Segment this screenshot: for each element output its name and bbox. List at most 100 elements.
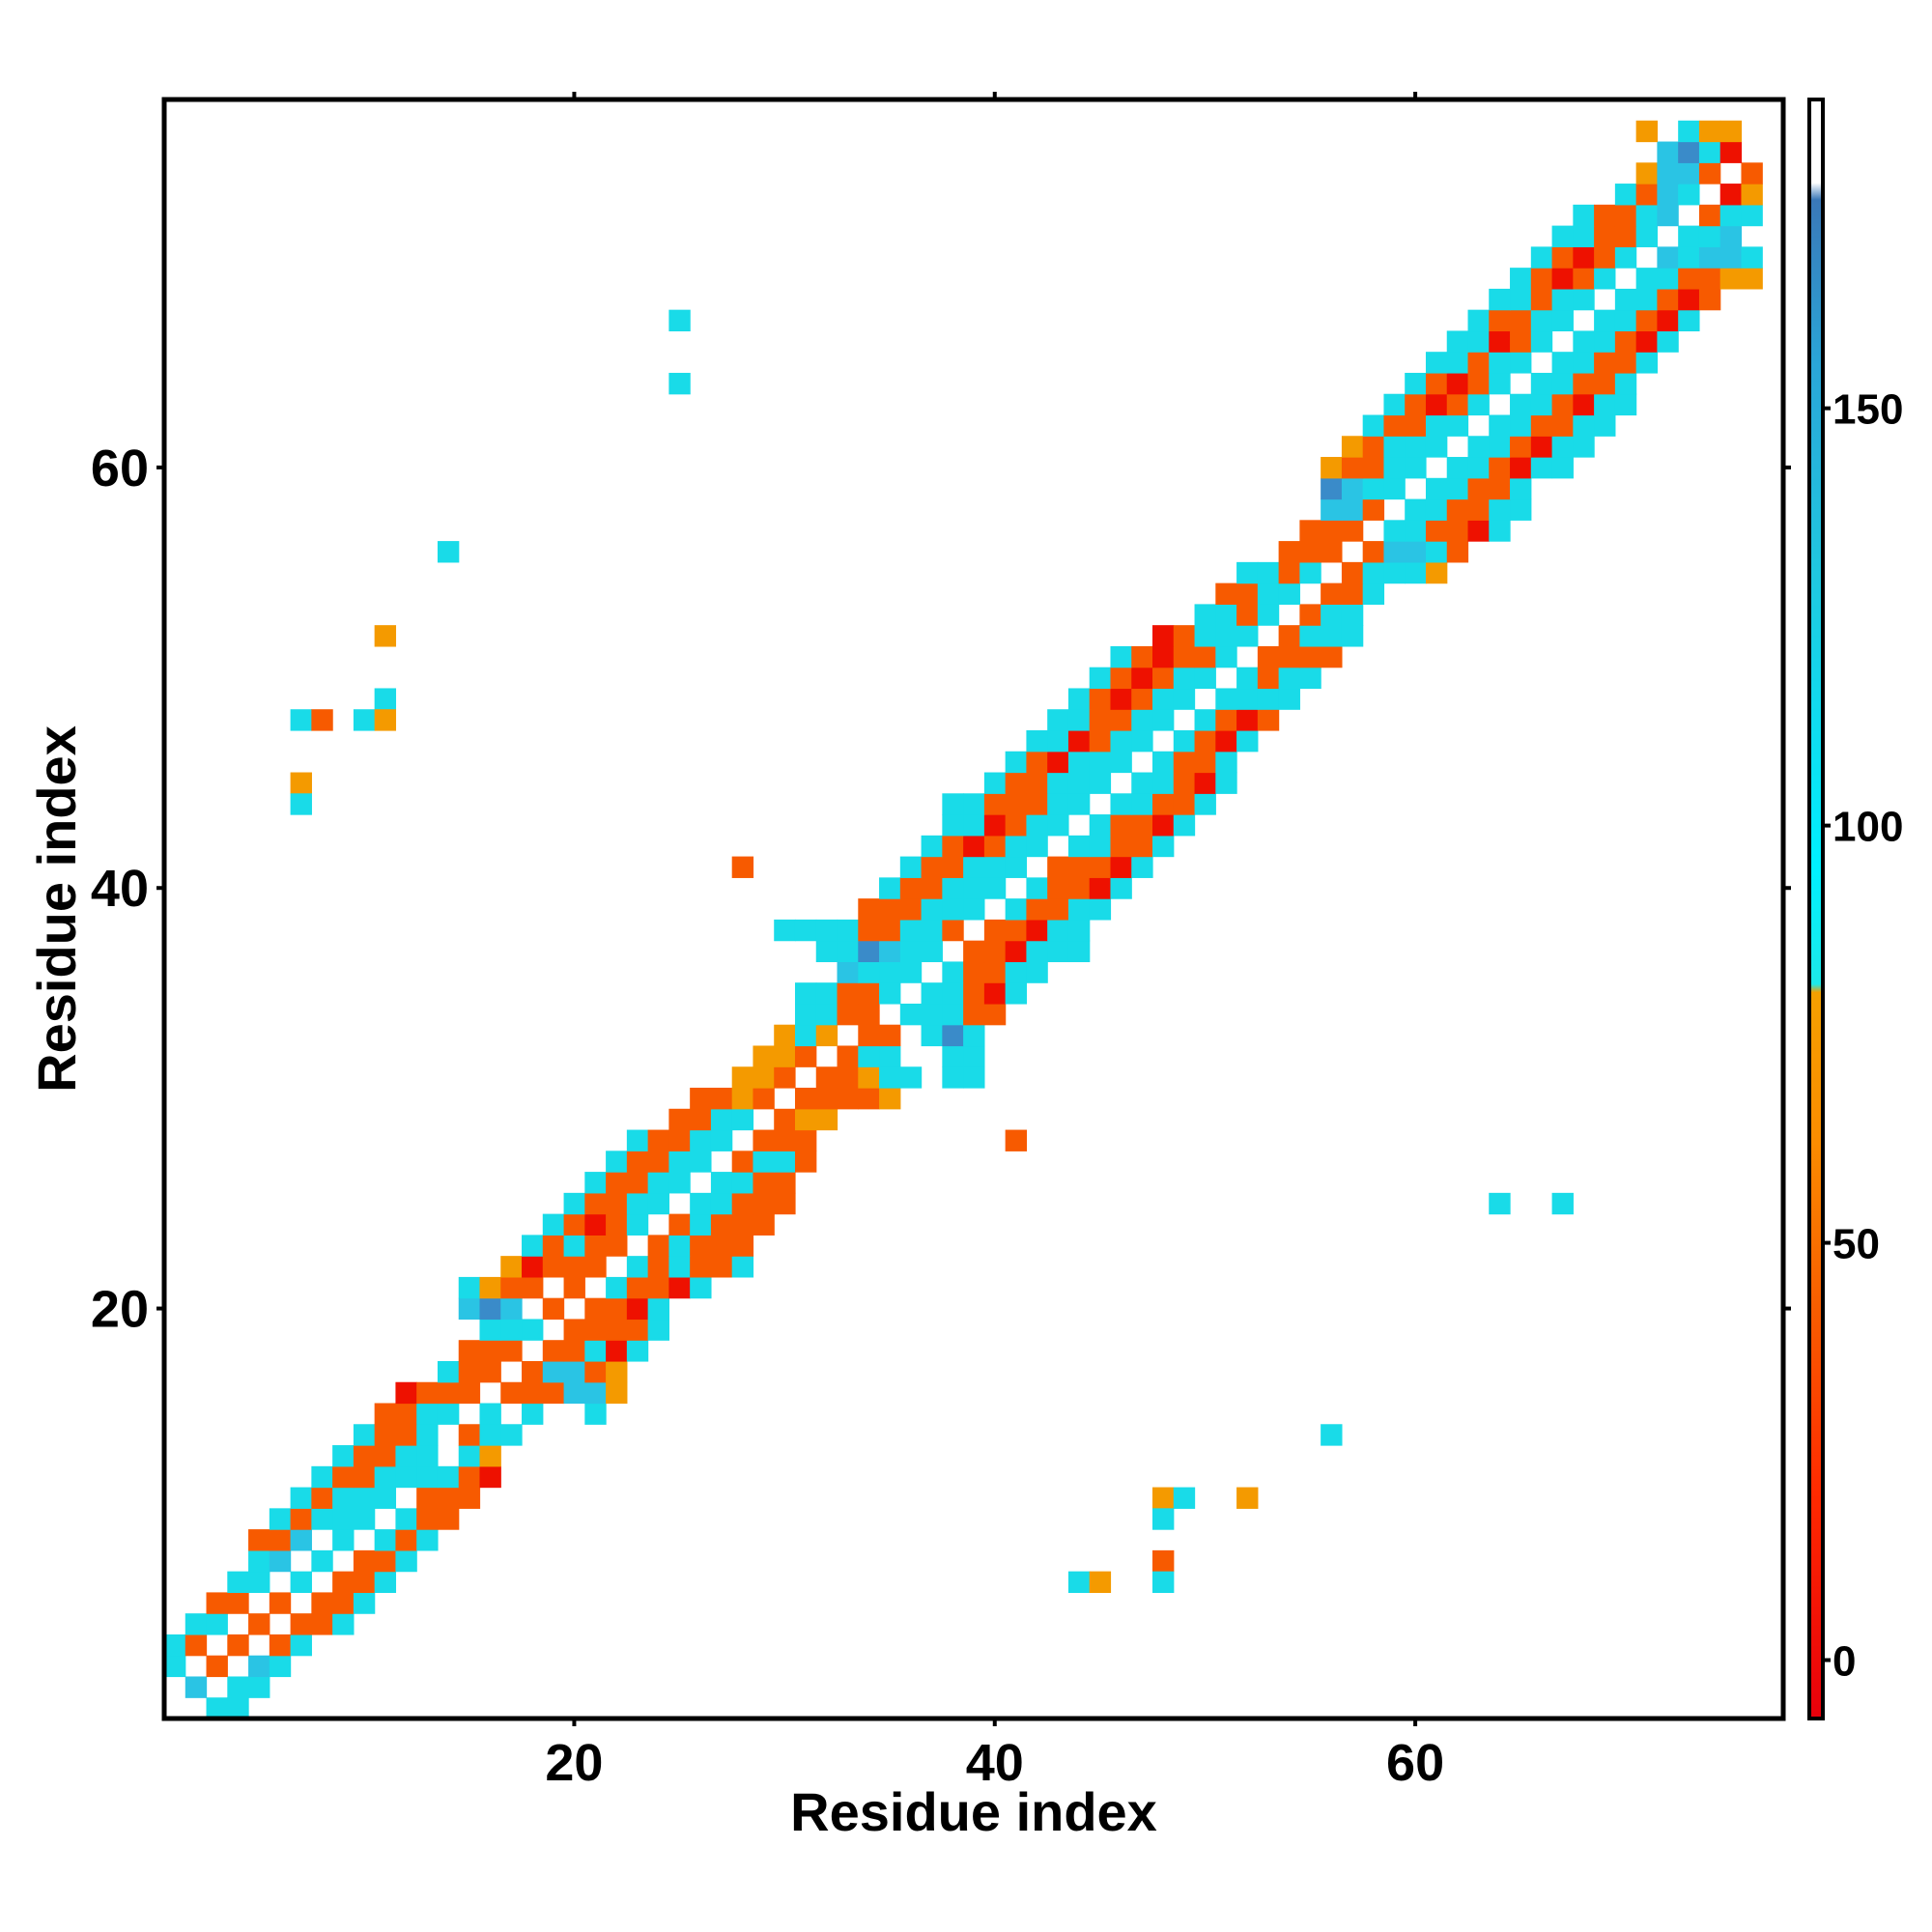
heatmap-cell-23-24 [626, 1213, 649, 1236]
heatmap-cell-67-60 [1551, 457, 1574, 479]
heatmap-cell-70-71 [1614, 225, 1637, 247]
heatmap-cell-25-29 [668, 1108, 691, 1131]
heatmap-cell-29-28 [753, 1129, 775, 1151]
heatmap-cell-71-66 [1635, 330, 1659, 353]
heatmap-cell-16-21 [479, 1276, 501, 1299]
heatmap-cell-1-4 [164, 1634, 186, 1657]
heatmap-cell-26-22 [690, 1256, 712, 1278]
heatmap-cell-23-28 [626, 1129, 649, 1151]
heatmap-cell-33-36 [837, 961, 859, 983]
heatmap-cell-67-65 [1551, 352, 1574, 374]
heatmap-cell-46-41 [1110, 856, 1132, 878]
heatmap-cell-43-47 [1047, 729, 1069, 753]
heatmap-cell-42-46 [1026, 751, 1048, 774]
heatmap-cell-55-51 [1299, 645, 1321, 668]
heatmap-cell-18-15 [522, 1403, 544, 1425]
heatmap-cell-6-10 [269, 1508, 292, 1530]
heatmap-cell-60-55 [1405, 561, 1427, 584]
heatmap-cell-40-45 [983, 772, 1007, 794]
heatmap-cell-30-31 [774, 1066, 796, 1089]
heatmap-cell-16-14 [479, 1424, 501, 1446]
heatmap-cell-66-68 [1530, 288, 1553, 311]
heatmap-cell-66-66 [1530, 330, 1553, 353]
heatmap-cell-45-7 [1089, 1571, 1112, 1594]
heatmap-cell-8-10 [311, 1508, 333, 1530]
heatmap-cell-71-73 [1635, 184, 1659, 206]
heatmap-cell-32-35 [815, 982, 838, 1005]
heatmap-cell-27-30 [710, 1088, 733, 1110]
heatmap-cells [164, 120, 1763, 1719]
heatmap-cell-15-18 [458, 1340, 481, 1362]
heatmap-cell-18-22 [522, 1256, 544, 1278]
heatmap-cell-31-35 [794, 982, 817, 1005]
heatmap-cell-57-61 [1341, 436, 1364, 458]
heatmap-cell-2-4 [185, 1634, 208, 1657]
heatmap-cell-39-42 [963, 835, 985, 858]
heatmap-cell-71-65 [1635, 352, 1659, 374]
heatmap-cell-10-13 [353, 1445, 376, 1467]
heatmap-cell-43-40 [1047, 877, 1069, 899]
heatmap-cell-4-6 [227, 1592, 249, 1614]
heatmap-cell-33-35 [837, 982, 859, 1005]
heatmap-cell-36-34 [899, 1003, 923, 1026]
heatmap-cell-13-10 [416, 1508, 439, 1530]
heatmap-cell-56-54 [1321, 582, 1343, 605]
heatmap-cell-20-16 [563, 1381, 585, 1405]
heatmap-cell-41-46 [1005, 751, 1028, 774]
heatmap-cell-65-69 [1510, 268, 1532, 290]
heatmap-cell-58-54 [1362, 582, 1385, 605]
heatmap-cell-53-53 [1257, 604, 1280, 626]
heatmap-cell-15-14 [458, 1424, 481, 1446]
heatmap-cell-52-48 [1236, 709, 1259, 731]
heatmap-cell-33-31 [837, 1066, 859, 1089]
heatmap-cell-70-73 [1614, 184, 1637, 206]
heatmap-cell-68-64 [1573, 372, 1595, 395]
heatmap-cell-54-49 [1278, 688, 1300, 710]
heatmap-cell-5-2 [248, 1676, 270, 1698]
heatmap-cell-76-70 [1741, 246, 1763, 269]
heatmap-cell-63-63 [1467, 393, 1490, 416]
heatmap-cell-60-57 [1405, 520, 1427, 542]
heatmap-cell-36-40 [899, 877, 923, 899]
heatmap-cell-73-68 [1678, 288, 1700, 311]
heatmap-cell-41-45 [1005, 772, 1028, 794]
heatmap-cell-64-67 [1489, 309, 1511, 332]
heatmap-cell-21-26 [584, 1172, 607, 1194]
heatmap-cell-10-8 [353, 1549, 376, 1573]
heatmap-cell-47-44 [1131, 793, 1153, 815]
heatmap-cell-56-14 [1321, 1424, 1343, 1446]
heatmap-cell-40-38 [983, 919, 1007, 942]
x-axis-title: Residue index [790, 1781, 1157, 1842]
heatmap-cell-20-18 [563, 1340, 585, 1362]
heatmap-cell-48-8 [1152, 1549, 1175, 1573]
heatmap-cell-23-21 [626, 1276, 649, 1299]
heatmap-cell-31-32 [794, 1045, 817, 1067]
heatmap-cell-75-69 [1719, 268, 1743, 290]
heatmap-cell-72-72 [1657, 204, 1679, 227]
heatmap-cell-25-21 [668, 1276, 691, 1299]
heatmap-cell-32-37 [815, 940, 838, 963]
heatmap-cell-5-3 [248, 1655, 270, 1678]
heatmap-cell-64-68 [1489, 288, 1511, 311]
heatmap-cell-55-52 [1299, 625, 1321, 647]
heatmap-cell-71-67 [1635, 309, 1659, 332]
heatmap-cell-21-24 [584, 1213, 607, 1236]
heatmap-cell-27-26 [710, 1172, 733, 1194]
heatmap-cell-4-4 [227, 1634, 249, 1657]
heatmap-cell-45-50 [1089, 667, 1112, 690]
heatmap-cell-36-38 [899, 919, 923, 942]
heatmap-cell-50-52 [1194, 625, 1216, 647]
heatmap-cell-54-54 [1278, 582, 1300, 605]
heatmap-cell-3-3 [206, 1655, 228, 1678]
heatmap-cell-56-52 [1321, 625, 1343, 647]
heatmap-cell-47-45 [1131, 772, 1153, 794]
heatmap-cell-35-38 [879, 919, 901, 942]
heatmap-cell-76-73 [1741, 184, 1763, 206]
heatmap-cell-69-67 [1594, 309, 1616, 332]
heatmap-cell-5-8 [248, 1549, 270, 1573]
heatmap-cell-53-49 [1257, 688, 1280, 710]
heatmap-cell-60-60 [1405, 457, 1427, 479]
heatmap-cell-41-28 [1005, 1129, 1028, 1151]
heatmap-cell-45-47 [1089, 729, 1112, 753]
heatmap-cell-68-61 [1573, 436, 1595, 458]
